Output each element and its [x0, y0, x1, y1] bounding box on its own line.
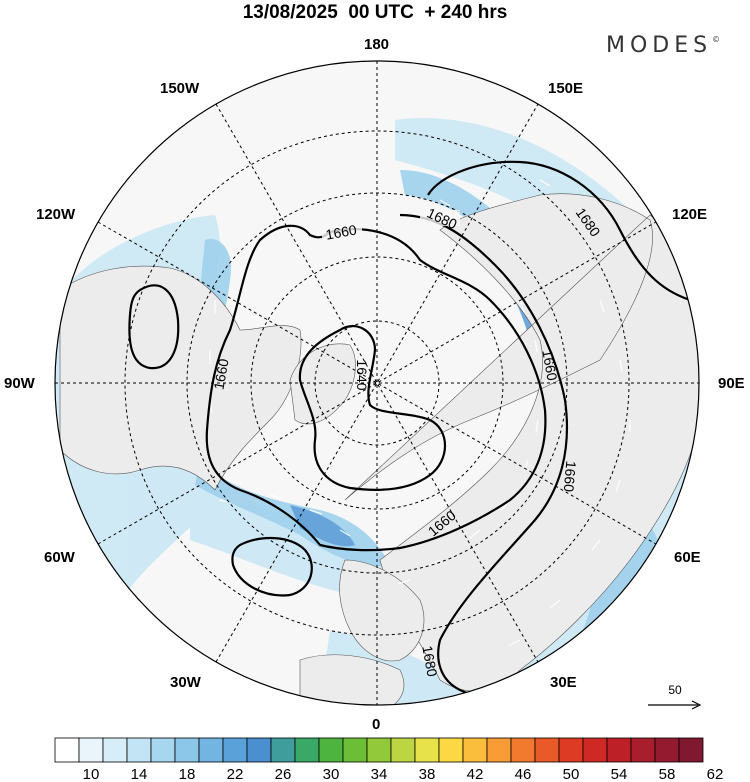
lon-label-60w: 60W [44, 549, 75, 566]
lon-label-150e: 150E [548, 80, 584, 97]
lon-label-120w: 120W [36, 206, 76, 223]
copyright-mark: © [712, 35, 721, 44]
colorbar-tick-label: 30 [323, 766, 340, 782]
contour-label-bg [322, 224, 362, 240]
colorbar-tick-labels: 10141822263034384246505458626670 [83, 766, 724, 782]
contour-1680-low-atlantic [231, 536, 313, 597]
colorbar-tick-label: 54 [611, 766, 628, 782]
contour-1680-ring [399, 213, 569, 699]
contour-label: 1660 [324, 221, 358, 242]
colorbar-tick-label: 14 [131, 766, 148, 782]
lon-label-90e: 90E [718, 375, 745, 392]
lon-label-30e: 30E [550, 674, 577, 691]
colorbar-box [678, 737, 704, 763]
globe-outline [54, 60, 700, 706]
colorbar-box [534, 737, 560, 763]
lon-label-120e: 120E [672, 206, 708, 223]
colorbar-box [126, 737, 152, 763]
brand-logo: MODES© [606, 33, 720, 58]
lon-label-150w: 150W [160, 80, 200, 97]
lon-label-0: 0 [372, 716, 381, 733]
colorbar-box [558, 737, 584, 763]
colorbar-tick-label: 38 [419, 766, 436, 782]
brand-name: MODES [606, 33, 713, 58]
wind-reference-arrowhead [691, 700, 702, 710]
colorbar-tick-label: 50 [563, 766, 580, 782]
colorbar-box [270, 737, 296, 763]
lon-label-90w: 90W [4, 375, 35, 392]
colorbar-box [462, 737, 488, 763]
colorbar-boxes [54, 737, 704, 763]
lon-label-30w: 30W [170, 674, 201, 691]
colorbar-tick-label: 46 [515, 766, 532, 782]
contour-label: 1660 [561, 460, 580, 493]
colorbar-box [414, 737, 440, 763]
colorbar-tick-label: 42 [467, 766, 484, 782]
meridian-lines [55, 61, 699, 705]
wind-reference: 50 [648, 683, 702, 710]
map-field: 1680 1660 1680 1660 1640 1660 1660 1660 … [55, 61, 699, 705]
colorbar-box [342, 737, 368, 763]
colorbar-box [438, 737, 464, 763]
colorbar-box [54, 737, 80, 763]
colorbar-box [174, 737, 200, 763]
colorbar-tick-label: 10 [83, 766, 100, 782]
height-contours [128, 160, 691, 699]
contour-label: 1660 [539, 348, 560, 382]
colorbar-tick-label: 62 [707, 766, 724, 782]
colorbar-box [366, 737, 392, 763]
land-masses [59, 193, 699, 705]
colorbar-box [606, 737, 632, 763]
colorbar-box [486, 737, 512, 763]
colorbar-tick-label: 58 [659, 766, 676, 782]
colorbar-box [102, 737, 128, 763]
contour-label: 1660 [210, 357, 231, 391]
colorbar-box [294, 737, 320, 763]
colorbar-tick-label: 34 [371, 766, 388, 782]
europe [339, 559, 425, 662]
colorbar-box [318, 737, 344, 763]
colorbar-box [78, 737, 104, 763]
contour-label: 1640 [354, 359, 370, 390]
wind-reference-value: 50 [668, 683, 682, 697]
contour-1680-low-west [128, 284, 180, 370]
lon-label-60e: 60E [674, 549, 701, 566]
colorbar-box [510, 737, 536, 763]
contour-label: 1680 [419, 644, 440, 678]
colorbar-box [630, 737, 656, 763]
polar-stereographic-map: 1680 1660 1680 1660 1640 1660 1660 1660 … [54, 60, 702, 710]
colorbar-box [222, 737, 248, 763]
colorbar-tick-label: 26 [275, 766, 292, 782]
colorbar-box [150, 737, 176, 763]
colorbar-box [246, 737, 272, 763]
colorbar-box [654, 737, 680, 763]
contour-1660-main [205, 224, 547, 552]
contour-1640 [298, 324, 446, 491]
colorbar-box [390, 737, 416, 763]
contour-label-bg [420, 210, 460, 226]
map-title: 13/08/2025 00 UTC + 240 hrs [242, 2, 508, 23]
contour-1680-north [427, 160, 691, 302]
colorbar-box [582, 737, 608, 763]
colorbar-tick-label: 22 [227, 766, 244, 782]
lon-label-180: 180 [364, 36, 390, 53]
colorbar-tick-label: 18 [179, 766, 196, 782]
africa [299, 654, 405, 705]
eurasia [344, 193, 699, 692]
colorbar-box [198, 737, 224, 763]
